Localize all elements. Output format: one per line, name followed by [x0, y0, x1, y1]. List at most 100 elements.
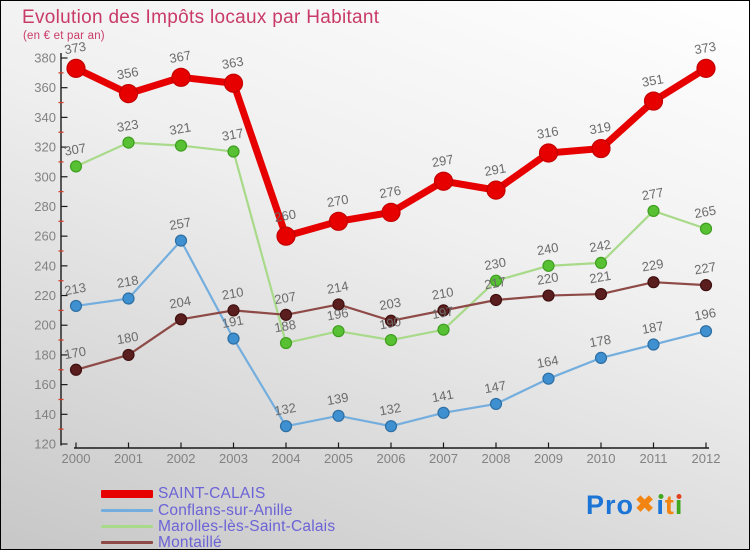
data-point — [118, 84, 139, 104]
data-point — [174, 139, 188, 152]
proxiti-logo: Pro✖ı tı — [586, 490, 683, 521]
data-point — [437, 304, 450, 317]
data-label: 191 — [221, 312, 245, 331]
data-label: 210 — [431, 284, 455, 303]
line-chart: 120 140 160 180 200 220 240 260 280 300 320 340 360 3… — [34, 39, 720, 466]
data-point — [489, 293, 503, 307]
legend-label: SAINT-CALAIS — [158, 485, 266, 503]
data-point — [66, 58, 86, 78]
logo-letter: ı — [656, 490, 665, 520]
legend-swatch — [101, 490, 153, 499]
data-point — [332, 409, 345, 422]
legend-item-saint-calais: SAINT-CALAIS — [101, 486, 335, 502]
data-label: 141 — [431, 387, 455, 406]
x-tick-label: 2004 — [272, 451, 301, 466]
data-label: 213 — [63, 280, 87, 299]
x-tick-label: 2001 — [114, 451, 143, 466]
data-label: 319 — [588, 119, 612, 138]
data-label: 265 — [693, 203, 717, 222]
chart-title: Evolution des Impôts locaux par Habitant — [22, 7, 380, 28]
data-point — [69, 299, 83, 313]
data-point — [437, 406, 450, 419]
data-label: 214 — [326, 278, 350, 297]
data-point — [227, 145, 240, 158]
data-label: 196 — [326, 305, 350, 324]
y-tick-label: 340 — [34, 110, 56, 125]
x-tick-label: 2003 — [219, 451, 248, 466]
data-label: 132 — [378, 400, 402, 419]
data-point — [122, 292, 135, 305]
data-label: 203 — [378, 295, 402, 314]
data-point — [542, 259, 555, 272]
data-point — [538, 143, 559, 163]
data-point — [381, 202, 401, 222]
data-label: 363 — [221, 54, 245, 73]
data-point — [122, 348, 135, 362]
data-label: 190 — [378, 314, 402, 333]
data-point — [227, 332, 240, 345]
y-tick-label: 300 — [34, 169, 56, 184]
series-line-1 — [74, 239, 708, 428]
series-line-2 — [74, 141, 708, 345]
y-tick-label: 380 — [34, 51, 56, 66]
legend-item-conflans-sur-anille: Conflans-sur-Anille — [101, 502, 335, 518]
data-label: 356 — [116, 64, 140, 83]
y-tick-label: 240 — [34, 258, 56, 273]
y-tick-label: 120 — [34, 437, 56, 452]
data-label: 164 — [536, 352, 560, 371]
data-point — [171, 67, 191, 87]
data-label: 260 — [273, 206, 297, 225]
data-point — [647, 276, 660, 289]
data-label: 317 — [221, 125, 245, 144]
x-tick-label: 2002 — [167, 451, 196, 466]
data-label: 351 — [641, 71, 665, 90]
data-label: 204 — [168, 293, 192, 312]
data-label: 316 — [536, 123, 560, 142]
legend-label: Marolles-lès-Saint-Calais — [158, 517, 336, 535]
data-label: 217 — [483, 274, 507, 293]
y-tick-label: 260 — [34, 229, 56, 244]
data-label: 257 — [168, 214, 192, 233]
data-label: 180 — [116, 329, 140, 348]
data-label: 229 — [641, 256, 665, 275]
data-point — [647, 338, 660, 351]
data-label: 147 — [483, 378, 507, 397]
logo-letter: ✖ — [635, 491, 656, 517]
data-point — [332, 325, 345, 338]
y-tick-label: 180 — [34, 347, 56, 362]
y-tick-label: 220 — [34, 288, 56, 303]
data-point — [591, 138, 611, 159]
logo-letter: o — [616, 490, 635, 520]
data-label: 373 — [693, 39, 717, 58]
data-label: 270 — [326, 192, 350, 211]
x-tick-label: 2009 — [534, 451, 563, 466]
data-label: 276 — [378, 183, 402, 202]
data-point — [433, 171, 454, 191]
data-point — [276, 226, 296, 246]
data-point — [437, 323, 450, 336]
data-label: 218 — [116, 272, 140, 291]
data-label: 210 — [221, 284, 245, 303]
data-label: 187 — [641, 318, 665, 337]
logo-letter: t — [664, 490, 675, 520]
data-label: 321 — [168, 119, 192, 138]
x-tick-label: 2011 — [640, 451, 668, 466]
data-point — [174, 313, 188, 326]
logo-letter-dot — [658, 494, 664, 499]
data-point — [696, 58, 716, 78]
legend-swatch — [101, 508, 153, 512]
legend-label: Conflans-sur-Anille — [158, 501, 293, 519]
data-point — [279, 336, 293, 350]
x-tick-label: 2010 — [587, 451, 616, 466]
data-point — [699, 279, 713, 292]
legend-item-montaille: Montaillé — [101, 535, 335, 549]
data-label: 242 — [588, 237, 612, 256]
y-tick-label: 280 — [34, 199, 56, 214]
data-label: 207 — [273, 289, 297, 308]
data-label: 323 — [116, 116, 140, 135]
data-point — [384, 314, 398, 327]
y-tick-label: 160 — [34, 377, 56, 392]
data-point — [699, 325, 713, 338]
data-label: 188 — [273, 317, 297, 336]
